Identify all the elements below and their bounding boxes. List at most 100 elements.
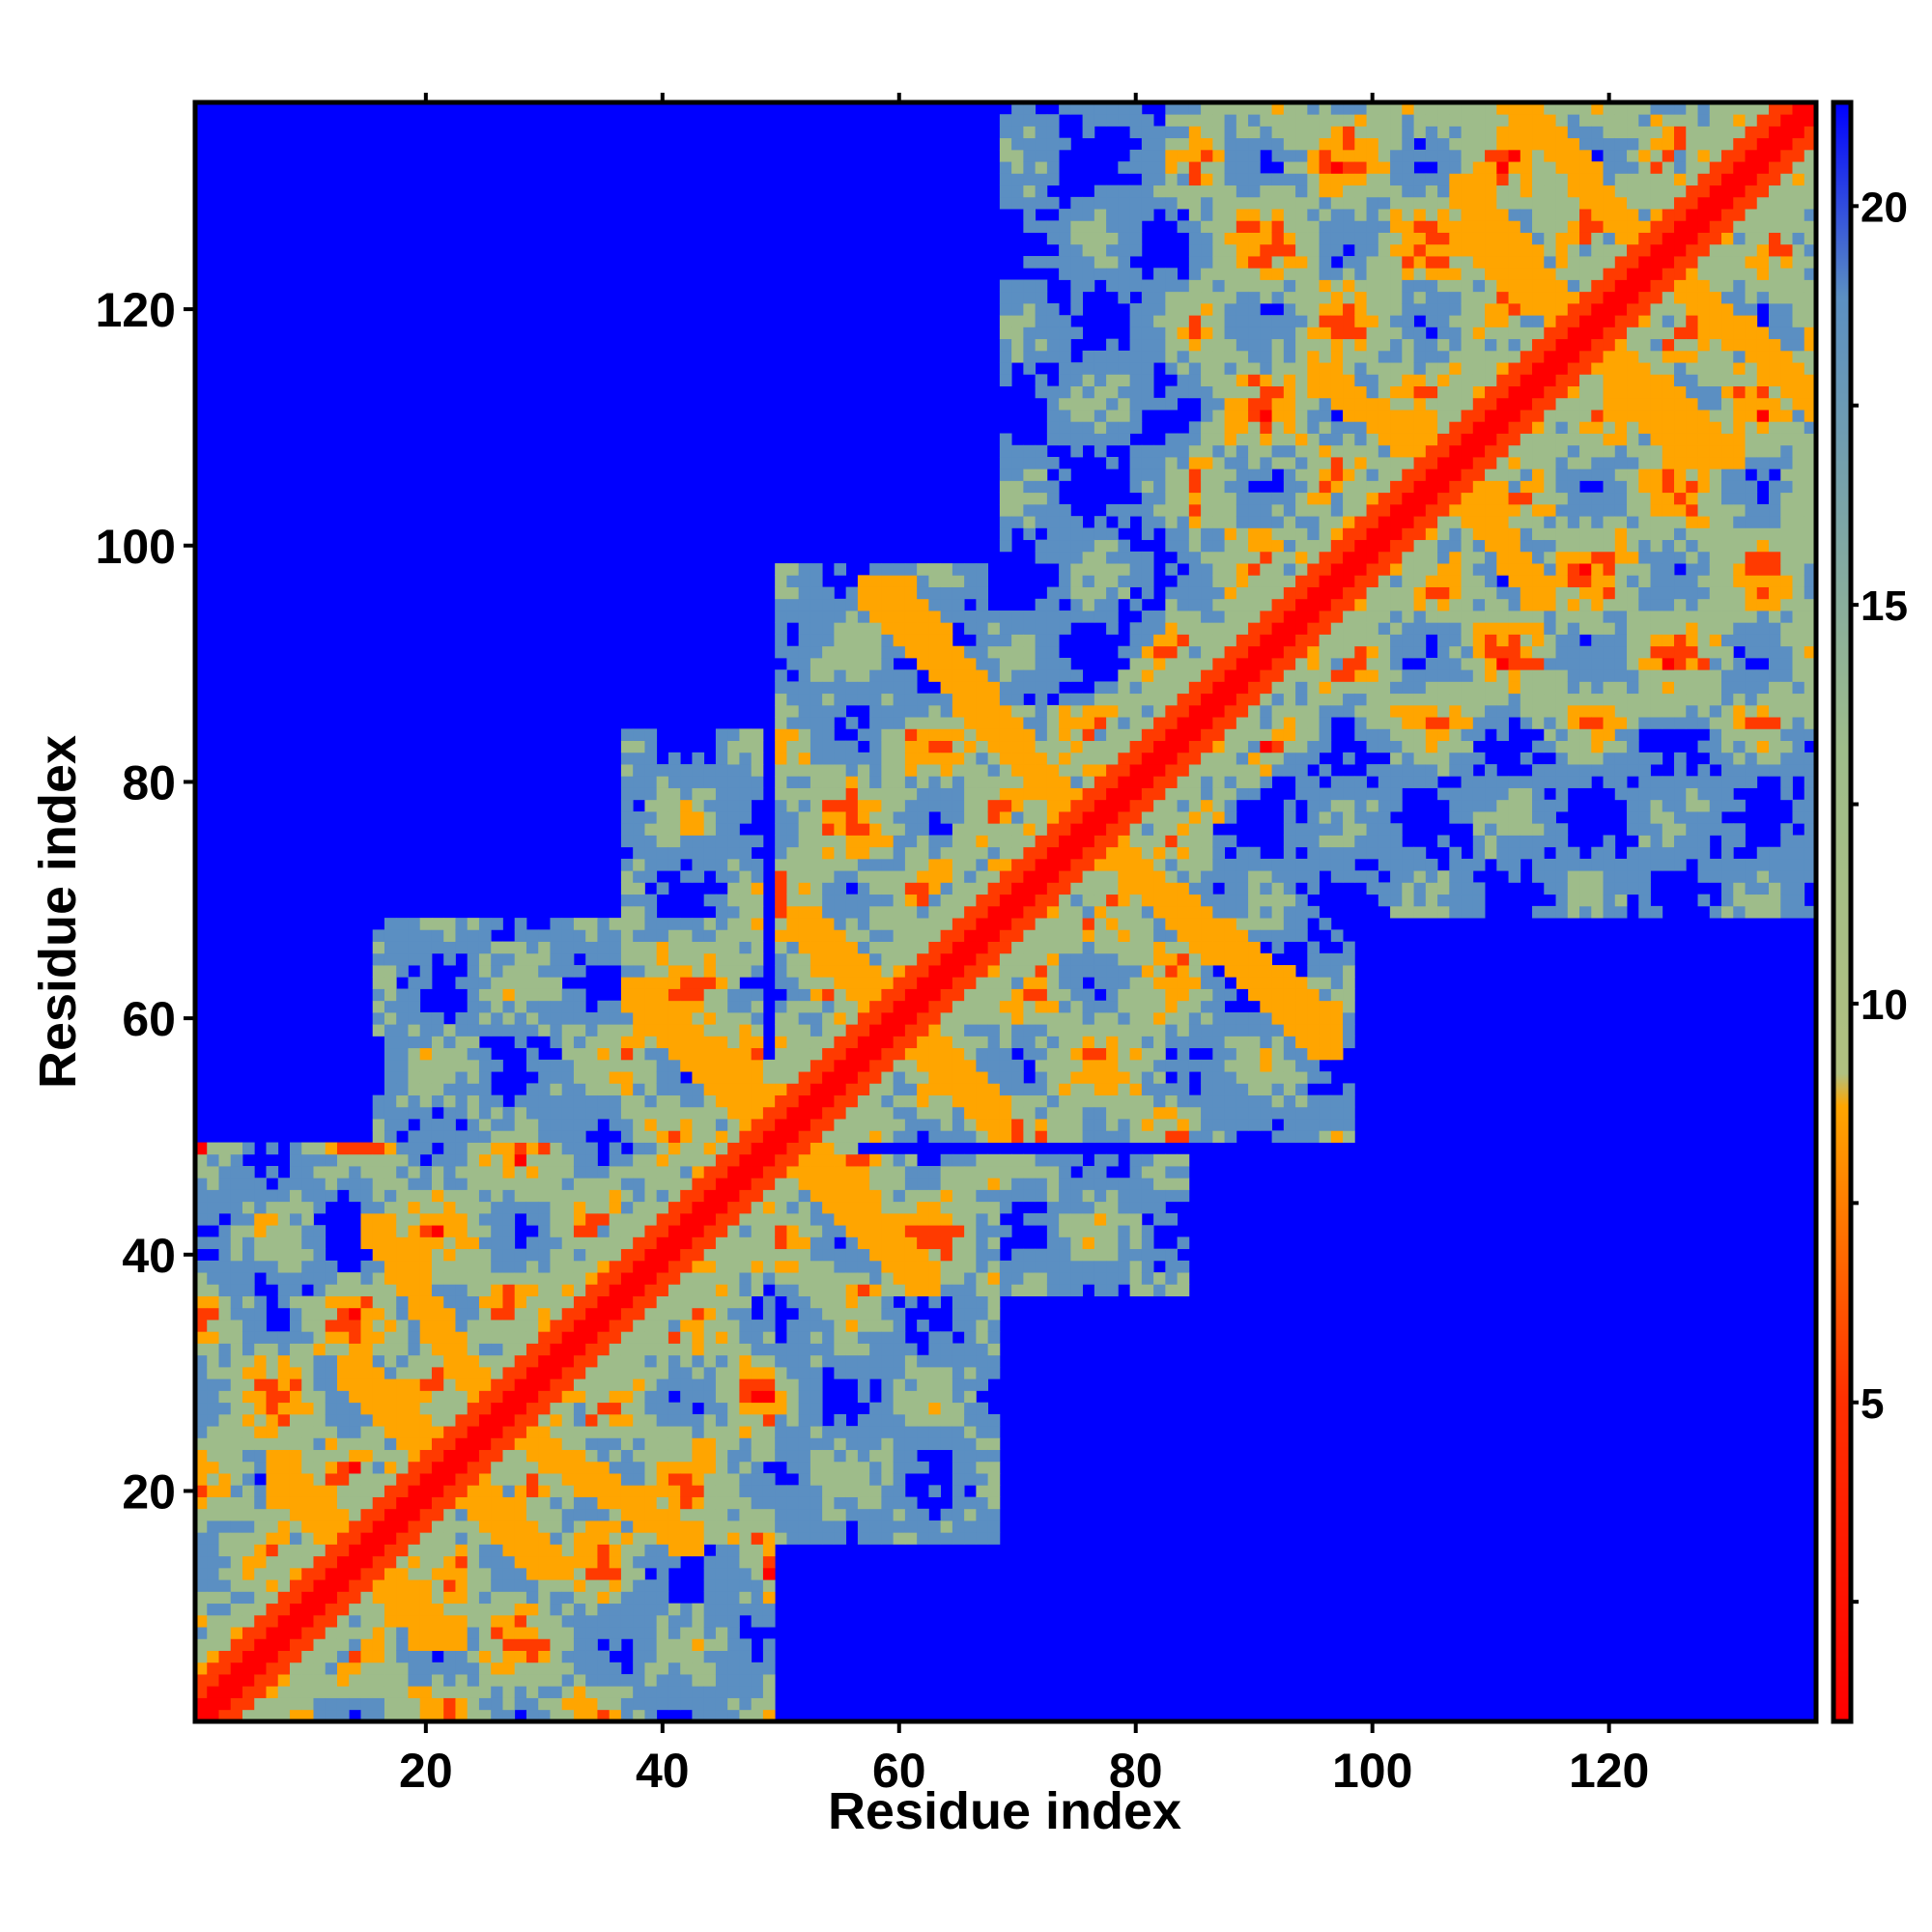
heatmap-cell: [467, 1686, 480, 1698]
heatmap-cell: [1023, 622, 1037, 635]
heatmap-cell: [999, 1094, 1012, 1108]
heatmap-cell: [419, 1236, 433, 1250]
heatmap-cell: [1035, 539, 1048, 553]
heatmap-cell: [443, 1248, 456, 1262]
heatmap-cell: [207, 1320, 219, 1332]
heatmap-cell: [526, 1674, 539, 1687]
heatmap-cell: [289, 1331, 302, 1344]
heatmap-cell: [230, 1709, 243, 1722]
heatmap-cell: [408, 1627, 421, 1639]
heatmap-cell: [775, 1532, 787, 1545]
heatmap-cell: [1011, 516, 1024, 528]
heatmap-cell: [396, 1449, 409, 1463]
heatmap-cell: [692, 1437, 705, 1451]
heatmap-cell: [443, 1614, 456, 1628]
heatmap-cell: [928, 905, 942, 919]
heatmap-cell: [455, 1627, 469, 1639]
heatmap-cell: [336, 1627, 350, 1639]
heatmap-cell: [396, 1390, 409, 1404]
heatmap-cell: [597, 1059, 611, 1072]
heatmap-cell: [893, 669, 906, 682]
heatmap-cell: [917, 1047, 929, 1061]
heatmap-cell: [845, 870, 859, 883]
heatmap-cell: [230, 1272, 243, 1285]
heatmap-cell: [431, 1532, 444, 1545]
heatmap-cell: [928, 1071, 942, 1084]
heatmap-cell: [739, 1709, 753, 1722]
heatmap-cell: [195, 1142, 208, 1155]
heatmap-cell: [491, 1166, 503, 1179]
heatmap-cell: [857, 1320, 870, 1332]
heatmap-cell: [1011, 315, 1024, 327]
heatmap-cell: [573, 1614, 586, 1628]
heatmap-cell: [798, 988, 811, 1002]
heatmap-cell: [869, 1437, 882, 1451]
heatmap-cell: [561, 1331, 575, 1344]
heatmap-cell: [798, 1248, 811, 1262]
heatmap-cell: [904, 918, 918, 930]
heatmap-cell: [987, 811, 1001, 824]
heatmap-cell: [869, 1473, 882, 1486]
heatmap-cell: [940, 1036, 953, 1049]
heatmap-cell: [620, 894, 634, 907]
heatmap-cell: [431, 1426, 444, 1438]
heatmap-cell: [313, 1331, 327, 1344]
heatmap-cell: [230, 1320, 243, 1332]
heatmap-cell: [739, 1071, 753, 1084]
heatmap-cell: [668, 1366, 681, 1379]
heatmap-cell: [881, 764, 895, 777]
heatmap-cell: [857, 1248, 870, 1262]
heatmap-cell: [325, 1402, 338, 1415]
heatmap-cell: [798, 811, 811, 824]
heatmap-cell: [751, 1000, 764, 1013]
heatmap-cell: [573, 1260, 586, 1273]
heatmap-cell: [656, 965, 669, 978]
heatmap-cell: [845, 918, 859, 930]
heatmap-cell: [857, 1366, 870, 1379]
heatmap-cell: [857, 1236, 870, 1250]
heatmap-cell: [455, 1555, 469, 1569]
heatmap-cell: [633, 952, 645, 966]
heatmap-cell: [668, 1059, 681, 1072]
heatmap-cell: [349, 1153, 361, 1167]
heatmap-cell: [478, 1212, 492, 1226]
heatmap-cell: [561, 1354, 575, 1368]
heatmap-cell: [656, 1119, 669, 1131]
heatmap-cell: [467, 1485, 480, 1497]
heatmap-cell: [550, 988, 563, 1002]
heatmap-cell: [242, 1284, 255, 1296]
heatmap-cell: [1035, 1260, 1048, 1273]
heatmap-cell: [502, 1236, 516, 1250]
heatmap-cell: [904, 740, 918, 753]
heatmap-cell: [633, 835, 645, 848]
heatmap-cell: [277, 1189, 291, 1203]
heatmap-cell: [550, 1201, 563, 1214]
heatmap-cell: [1059, 516, 1071, 528]
heatmap-cell: [620, 1212, 634, 1226]
heatmap-cell: [680, 823, 693, 836]
heatmap-cell: [218, 1662, 232, 1675]
heatmap-cell: [727, 1047, 740, 1061]
heatmap-cell: [952, 1036, 965, 1049]
heatmap-cell: [1059, 1189, 1071, 1203]
heatmap-cell: [952, 1532, 965, 1545]
heatmap-cell: [266, 1544, 279, 1557]
heatmap-cell: [845, 1083, 859, 1096]
heatmap-cell: [289, 1496, 302, 1510]
heatmap-cell: [207, 1178, 219, 1190]
heatmap-cell: [917, 882, 929, 895]
heatmap-cell: [668, 1555, 681, 1569]
heatmap-cell: [928, 669, 942, 682]
heatmap-cell: [893, 681, 906, 695]
heatmap-cell: [242, 1473, 255, 1486]
heatmap-cell: [928, 1130, 942, 1143]
heatmap-cell: [668, 823, 681, 836]
heatmap-cell: [230, 1461, 243, 1474]
heatmap-cell: [195, 1461, 208, 1474]
heatmap-cell: [526, 1496, 539, 1510]
heatmap-cell: [431, 1083, 444, 1096]
heatmap-cell: [692, 1686, 705, 1698]
heatmap-cell: [550, 1532, 563, 1545]
heatmap-cell: [692, 799, 705, 812]
heatmap-cell: [751, 1413, 764, 1427]
